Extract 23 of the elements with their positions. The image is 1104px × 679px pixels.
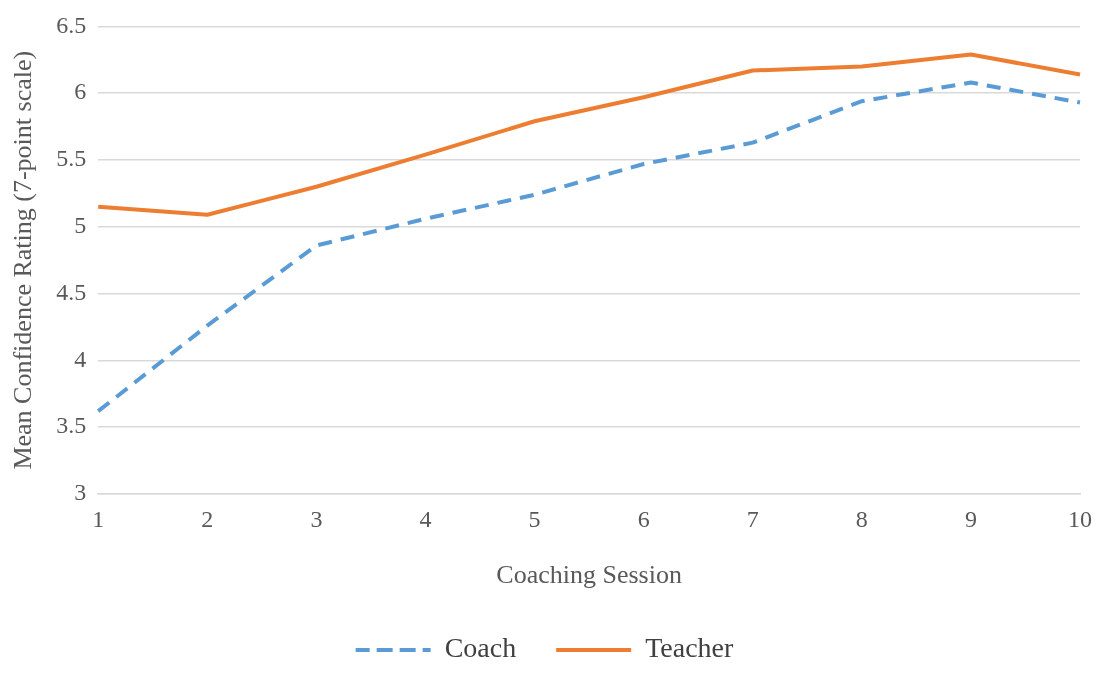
x-axis-title: Coaching Session <box>496 560 682 590</box>
y-tick-label: 5.5 <box>56 145 87 172</box>
x-tick-label: 1 <box>92 505 105 532</box>
x-tick-label: 3 <box>310 505 323 532</box>
x-tick-label: 2 <box>201 505 214 532</box>
line-series <box>96 80 1082 414</box>
x-tick-label: 6 <box>637 505 650 532</box>
y-tick-label: 3.5 <box>56 412 87 439</box>
y-tick-label: 6 <box>74 78 87 105</box>
y-tick-label: 6.5 <box>56 11 87 38</box>
legend-label: Coach <box>444 632 517 664</box>
y-tick-label: 5 <box>74 212 87 239</box>
legend-label: Teacher <box>645 632 735 664</box>
x-tick-label: 9 <box>964 505 977 532</box>
y-tick-label: 4.5 <box>56 278 87 305</box>
x-tick-label: 8 <box>855 505 868 532</box>
x-tick-label: 4 <box>419 505 432 532</box>
y-tick-label: 4 <box>74 345 87 372</box>
y-tick-label: 3 <box>74 479 87 506</box>
x-tick-label: 10 <box>1068 505 1092 532</box>
x-tick-label: 5 <box>528 505 541 532</box>
x-tick-label: 7 <box>746 505 759 532</box>
y-axis-title: Mean Confidence Rating (7-point scale) <box>8 50 38 470</box>
